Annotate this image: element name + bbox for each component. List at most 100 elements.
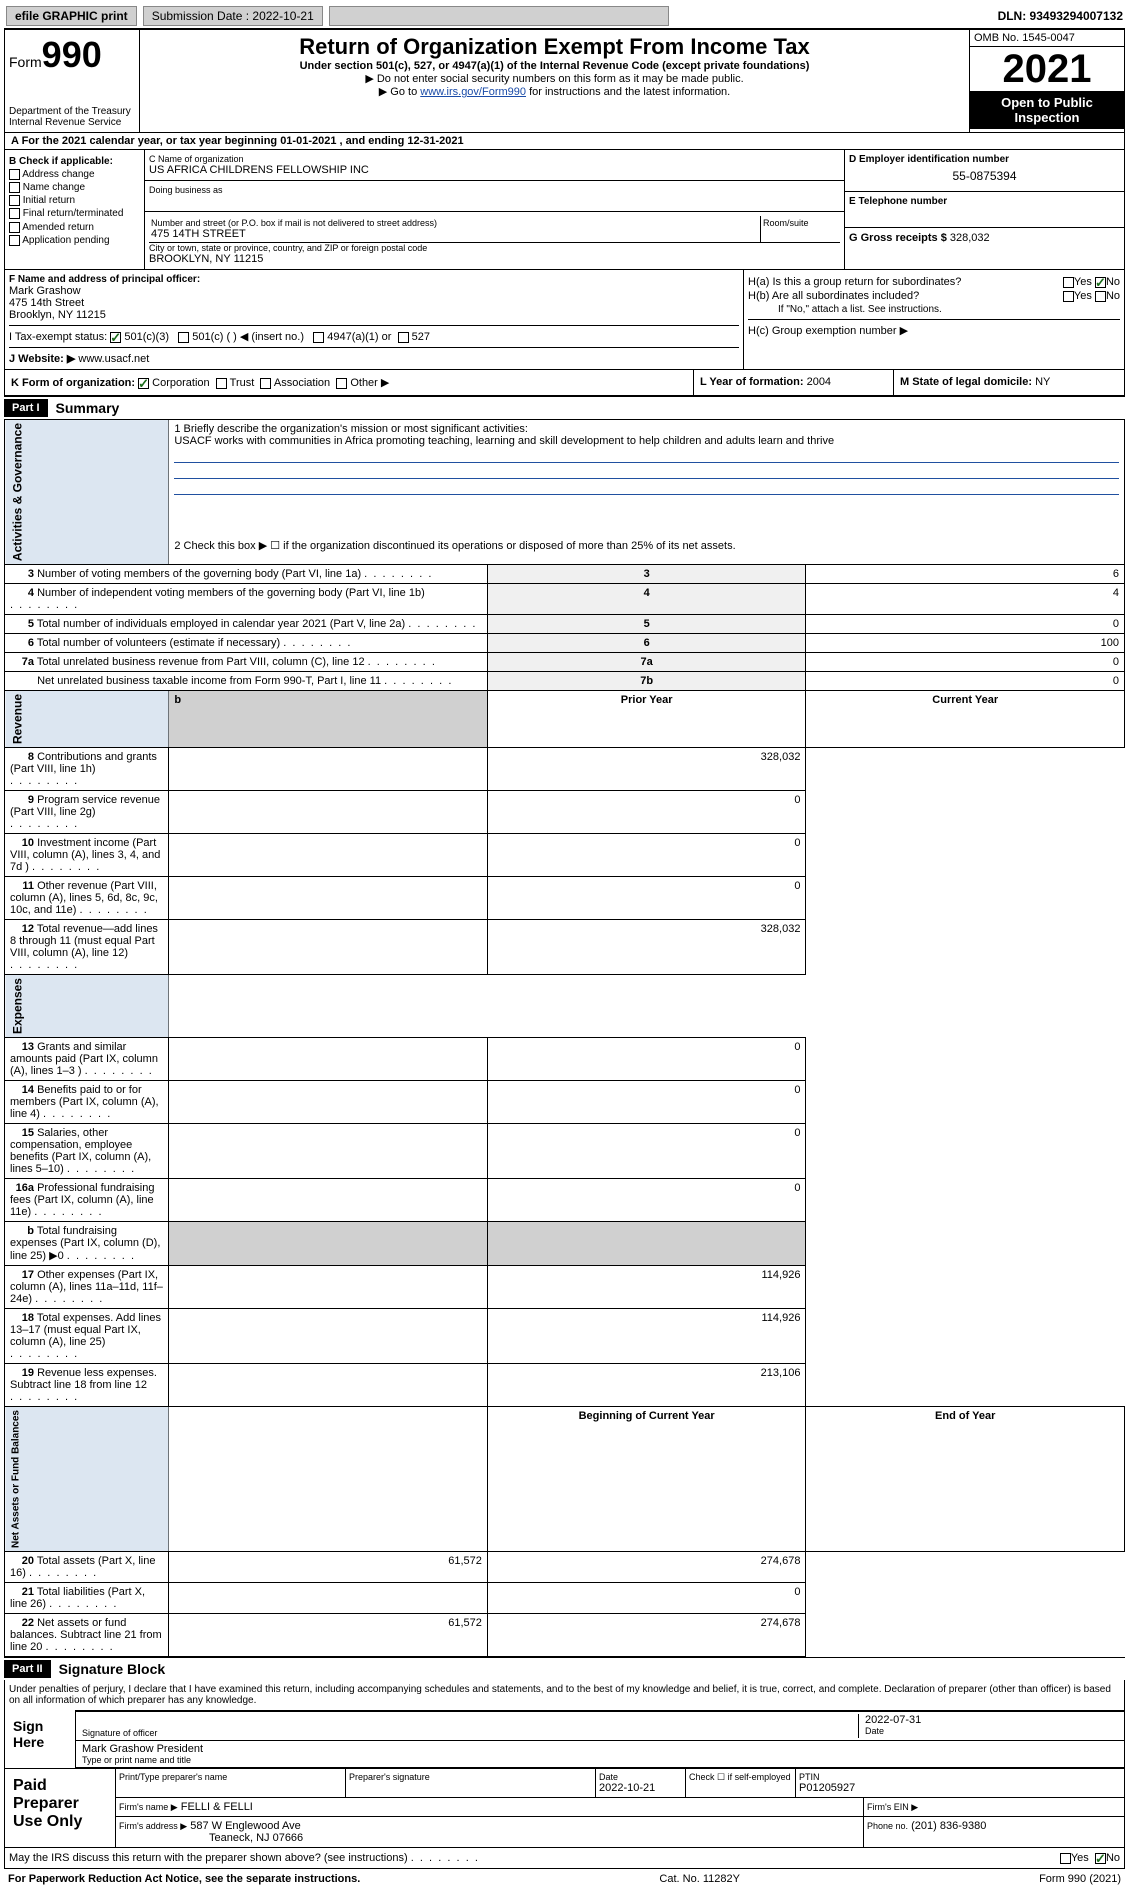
col-b-header: B Check if applicable: [9, 156, 140, 167]
irs-link[interactable]: www.irs.gov/Form990 [420, 86, 526, 98]
row-m-label: M State of legal domicile: [900, 376, 1032, 388]
goto-note: ▶ Go to www.irs.gov/Form990 for instruct… [144, 85, 965, 98]
firm-name-label: Firm's name ▶ [119, 1802, 178, 1812]
ha-no[interactable] [1095, 277, 1106, 288]
ck-application-pending[interactable] [9, 235, 20, 246]
tax-year: 2021 [970, 47, 1124, 91]
city-value: BROOKLYN, NY 11215 [149, 253, 840, 265]
street-label: Number and street (or P.O. box if mail i… [151, 218, 758, 228]
prep-name-label: Print/Type preparer's name [119, 1772, 342, 1782]
opt-527: 527 [412, 331, 430, 343]
ck-assoc[interactable] [260, 378, 271, 389]
end-year-hdr: End of Year [806, 1407, 1125, 1552]
open-public-1: Open to Public [974, 95, 1120, 110]
ck-address-change[interactable] [9, 169, 20, 180]
efile-print-button[interactable]: efile GRAPHIC print [6, 6, 137, 26]
ck-501c[interactable] [178, 332, 189, 343]
cat-no: Cat. No. 11282Y [659, 1873, 740, 1885]
vert-revenue: Revenue [5, 691, 169, 748]
dba-label: Doing business as [149, 185, 840, 195]
pra-notice: For Paperwork Reduction Act Notice, see … [8, 1873, 360, 1885]
open-public-2: Inspection [974, 110, 1120, 125]
hc-label: H(c) Group exemption number ▶ [748, 324, 908, 337]
hb-no[interactable] [1095, 291, 1106, 302]
ein-value: 55-0875394 [849, 165, 1120, 187]
no-3: No [1106, 1852, 1120, 1864]
officer-addr2: Brooklyn, NY 11215 [9, 309, 739, 321]
ck-trust[interactable] [216, 378, 227, 389]
hb-yes[interactable] [1063, 291, 1074, 302]
name-label: C Name of organization [149, 154, 840, 164]
firm-addr1: 587 W Englewood Ave [190, 1820, 300, 1832]
ha-label: H(a) Is this a group return for subordin… [748, 276, 961, 288]
paid-preparer-label: Paid Preparer Use Only [5, 1769, 115, 1847]
firm-name: FELLI & FELLI [181, 1801, 253, 1813]
year-formation: 2004 [807, 376, 831, 388]
gross-receipts-label: G Gross receipts $ [849, 232, 947, 244]
sig-date-label: Date [865, 1726, 1112, 1736]
dept-irs: Internal Revenue Service [9, 117, 135, 128]
ck-initial-return[interactable] [9, 195, 20, 206]
sig-date: 2022-07-31 [865, 1714, 1112, 1726]
colb-item: Address change [22, 169, 94, 180]
gross-receipts-value: 328,032 [950, 232, 990, 244]
blank-bar [329, 6, 669, 26]
state-domicile: NY [1035, 376, 1050, 388]
firm-addr2: Teaneck, NJ 07666 [119, 1832, 860, 1844]
ck-final-return-terminated[interactable] [9, 208, 20, 219]
officer-name: Mark Grashow [9, 285, 739, 297]
check-self-emp: Check ☐ if self-employed [689, 1772, 792, 1783]
begin-year-hdr: Beginning of Current Year [487, 1407, 806, 1552]
opt-other: Other ▶ [350, 377, 389, 389]
ck-corp[interactable] [138, 378, 149, 389]
perjury-declaration: Under penalties of perjury, I declare th… [5, 1680, 1124, 1710]
ck-527[interactable] [398, 332, 409, 343]
discuss-no[interactable] [1095, 1853, 1106, 1864]
form-word: Form [9, 54, 42, 70]
form-title: Return of Organization Exempt From Incom… [144, 34, 965, 60]
ha-yes[interactable] [1063, 277, 1074, 288]
row-l-label: L Year of formation: [700, 376, 804, 388]
vert-activities: Activities & Governance [5, 420, 169, 565]
type-name-label: Type or print name and title [82, 1755, 1118, 1765]
prep-date-label: Date [599, 1772, 682, 1782]
discuss-yes[interactable] [1060, 1853, 1071, 1864]
sign-here-label: Sign Here [5, 1710, 75, 1768]
website-value: www.usacf.net [78, 353, 149, 365]
opt-trust: Trust [230, 377, 255, 389]
vert-netassets: Net Assets or Fund Balances [5, 1407, 169, 1552]
form-subtitle: Under section 501(c), 527, or 4947(a)(1)… [144, 60, 965, 72]
dln-label: DLN: 93493294007132 [998, 9, 1123, 23]
no-label-2: No [1106, 290, 1120, 302]
row-a-period: A For the 2021 calendar year, or tax yea… [4, 133, 1125, 150]
part1-header: Part I [4, 399, 48, 417]
may-irs-discuss: May the IRS discuss this return with the… [9, 1852, 478, 1864]
part2-header: Part II [4, 1660, 51, 1678]
website-label: J Website: ▶ [9, 353, 78, 365]
hb-note: If "No," attach a list. See instructions… [748, 304, 1120, 315]
officer-print-name: Mark Grashow President [82, 1743, 1118, 1755]
ptin-value: P01205927 [799, 1782, 1121, 1794]
opt-501c3: 501(c)(3) [124, 331, 169, 343]
line1-label: 1 Briefly describe the organization's mi… [174, 423, 1119, 435]
room-label: Room/suite [763, 218, 838, 228]
firm-addr-label: Firm's address ▶ [119, 1821, 187, 1831]
no-label: No [1106, 276, 1120, 288]
current-year-hdr: Current Year [806, 691, 1125, 748]
ck-amended-return[interactable] [9, 222, 20, 233]
street-value: 475 14TH STREET [151, 228, 758, 240]
prep-sig-label: Preparer's signature [349, 1772, 592, 1782]
ck-4947[interactable] [313, 332, 324, 343]
ck-501c3[interactable] [110, 332, 121, 343]
form-footer: Form 990 (2021) [1039, 1873, 1121, 1885]
phone-label: E Telephone number [849, 196, 1120, 207]
sig-officer-label: Signature of officer [82, 1728, 858, 1738]
ck-name-change[interactable] [9, 182, 20, 193]
opt-assoc: Association [274, 377, 330, 389]
colb-item: Final return/terminated [23, 209, 124, 220]
colb-item: Name change [23, 182, 85, 193]
prior-year-hdr: Prior Year [487, 691, 806, 748]
firm-phone: (201) 836-9380 [911, 1820, 986, 1832]
yes-label: Yes [1074, 276, 1092, 288]
ck-other[interactable] [336, 378, 347, 389]
